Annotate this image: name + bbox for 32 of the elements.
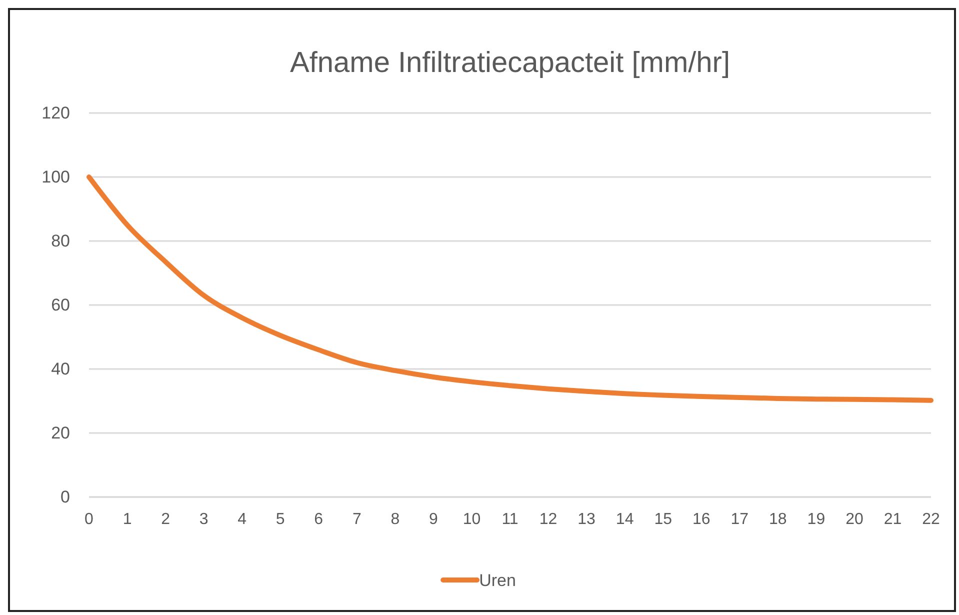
x-tick-label: 2 xyxy=(161,511,170,528)
y-tick-label: 60 xyxy=(51,295,70,314)
y-tick-label: 100 xyxy=(42,167,70,186)
x-tick-label: 3 xyxy=(199,511,208,528)
y-tick-label: 80 xyxy=(51,231,70,250)
x-tick-label: 22 xyxy=(922,511,940,528)
x-tick-label: 20 xyxy=(846,511,864,528)
chart-title: Afname Infiltratiecapacteit [mm/hr] xyxy=(290,47,730,79)
x-tick-label: 21 xyxy=(884,511,902,528)
x-tick-label: 5 xyxy=(276,511,285,528)
x-tick-label: 1 xyxy=(122,511,132,528)
x-tick-label: 4 xyxy=(238,511,247,528)
x-tick-label: 9 xyxy=(429,511,438,528)
x-tick-label: 15 xyxy=(654,511,672,528)
x-tick-label: 12 xyxy=(539,511,558,528)
y-tick-label: 20 xyxy=(51,423,70,442)
y-tick-label: 40 xyxy=(51,359,70,378)
x-tick-label: 19 xyxy=(807,511,826,528)
x-tick-label: 18 xyxy=(769,511,787,528)
x-tick-label: 8 xyxy=(390,511,400,528)
legend-label: Uren xyxy=(479,571,516,590)
x-tick-label: 6 xyxy=(314,511,324,528)
x-tick-label: 17 xyxy=(730,511,749,528)
x-tick-label: 10 xyxy=(462,511,481,528)
x-tick-label: 13 xyxy=(578,511,596,528)
x-tick-label: 11 xyxy=(502,511,518,528)
x-tick-label: 0 xyxy=(84,511,94,528)
x-tick-label: 14 xyxy=(616,511,634,528)
y-tick-label: 0 xyxy=(60,487,70,506)
y-tick-label: 120 xyxy=(42,103,70,122)
x-tick-label: 16 xyxy=(692,511,710,528)
x-tick-label: 7 xyxy=(352,511,362,528)
